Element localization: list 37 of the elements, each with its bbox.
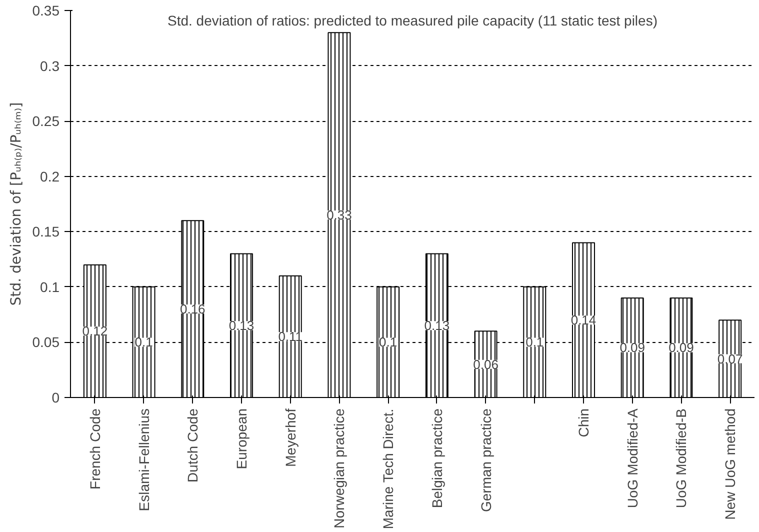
y-tick-label: 0.3 bbox=[40, 58, 60, 74]
x-tick-label: Marine Tech Direct. bbox=[380, 408, 396, 530]
chart-title: Std. deviation of ratios: predicted to measured pile capacity (11 static test piles) bbox=[168, 12, 658, 28]
data-label: 0.09 bbox=[620, 340, 646, 356]
data-label: 0.11 bbox=[278, 329, 303, 344]
x-tick-label: Dutch Code bbox=[184, 408, 201, 482]
x-tick-label: French Code bbox=[86, 408, 103, 490]
x-tick-label: UoG Modified-A bbox=[624, 408, 640, 508]
x-tick-label: German practice bbox=[478, 408, 494, 512]
x-tick-label: Chin bbox=[576, 408, 592, 438]
x-tick-label: Norwegian practice bbox=[331, 408, 348, 528]
data-label: 0.33 bbox=[326, 208, 352, 223]
x-tick-label: UoG Modified-B bbox=[673, 408, 690, 508]
y-tick-label: 0.25 bbox=[32, 113, 60, 130]
x-tick-label: Belgian practice bbox=[428, 408, 445, 508]
x-tick-label: Eslami-Fellenius bbox=[136, 408, 152, 512]
x-tick-label: European bbox=[234, 408, 250, 470]
data-label: 0.16 bbox=[180, 302, 206, 317]
y-tick-label: 0.2 bbox=[40, 168, 60, 184]
y-tick-label: 0 bbox=[52, 390, 60, 406]
data-label: 0.1 bbox=[379, 334, 398, 350]
data-label: 0.14 bbox=[570, 312, 596, 328]
data-label: 0.1 bbox=[134, 334, 153, 350]
data-label: 0.12 bbox=[82, 324, 108, 339]
y-tick-label: 0.35 bbox=[32, 2, 60, 18]
y-axis-title: Std. deviation of [Pᵤₕ₍ₚ₎/Pᵤₕ₍ₘ₎] bbox=[8, 102, 24, 306]
x-tick-label: Meyerhof bbox=[282, 408, 298, 467]
data-label: 0.07 bbox=[717, 351, 743, 366]
data-label: 0.13 bbox=[424, 318, 450, 334]
data-label: 0.06 bbox=[473, 356, 498, 372]
y-tick-label: 0.1 bbox=[40, 278, 60, 295]
data-label: 0.1 bbox=[526, 334, 544, 350]
y-tick-label: 0.15 bbox=[32, 224, 60, 240]
data-label: 0.13 bbox=[228, 318, 254, 334]
data-label: 0.09 bbox=[668, 340, 694, 356]
x-tick-label: New UoG method bbox=[722, 408, 738, 520]
y-tick-label: 0.05 bbox=[32, 334, 60, 350]
